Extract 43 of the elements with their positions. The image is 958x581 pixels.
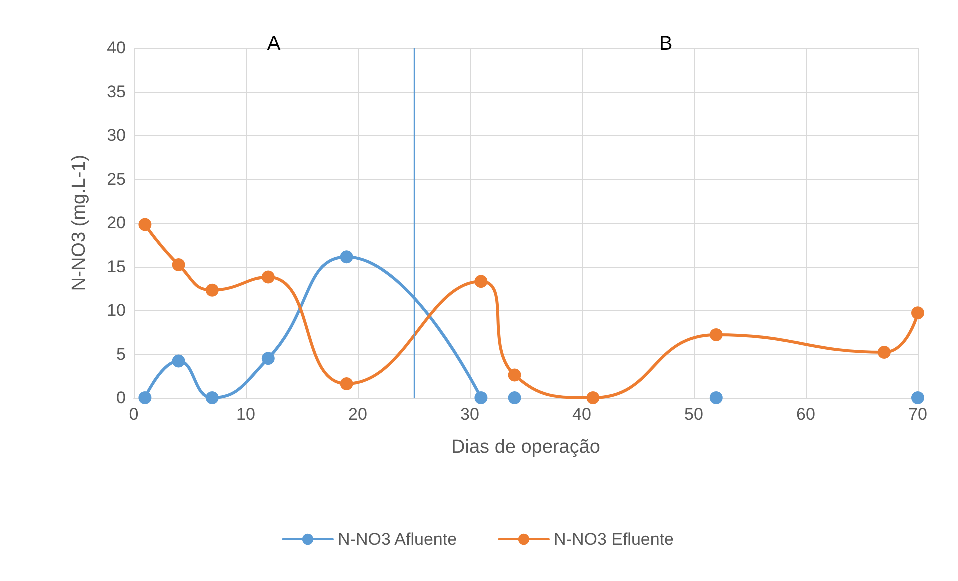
point [474, 392, 488, 404]
y-tick-label: 25 [107, 170, 126, 189]
x-tick-label: 10 [236, 405, 256, 424]
point [340, 250, 354, 264]
x-tick-label: 70 [908, 405, 928, 424]
point [172, 258, 186, 272]
point [172, 354, 186, 368]
point [138, 392, 152, 404]
y-tick-label: 15 [107, 257, 126, 276]
point [586, 392, 600, 404]
x-tick-label: 50 [684, 405, 704, 424]
point [474, 275, 488, 288]
legend-label: N-NO3 Afluente [338, 530, 458, 549]
y-tick-label: 30 [107, 126, 126, 145]
point [508, 368, 522, 382]
point [262, 352, 275, 366]
point [138, 218, 152, 232]
point [878, 346, 891, 359]
point [912, 392, 924, 404]
annotation: B [659, 33, 673, 55]
legend-label: N-NO3 Efluente [554, 530, 674, 549]
y-tick-label: 40 [107, 38, 126, 58]
point [340, 378, 354, 390]
y-tick-label: 20 [107, 214, 126, 232]
point [710, 392, 723, 404]
y-axis-title: N-NO3 (mg.L-1) [69, 154, 90, 292]
x-tick-label: 0 [129, 405, 139, 424]
x-tick-label: 60 [796, 405, 816, 424]
x-tick-label: 30 [460, 405, 480, 424]
x-tick-label: 20 [348, 405, 368, 424]
y-tick-label: 0 [116, 388, 126, 408]
point [710, 328, 723, 342]
point [508, 392, 522, 404]
point [206, 284, 219, 297]
annotation: A [267, 33, 282, 55]
point [912, 306, 924, 320]
x-axis-title: Dias de operação [452, 437, 600, 458]
x-tick-label: 40 [572, 405, 592, 424]
y-tick-label: 10 [107, 301, 126, 320]
y-tick-label: 5 [116, 344, 126, 364]
y-tick-label: 35 [107, 82, 126, 102]
point [262, 270, 275, 284]
point [206, 392, 219, 404]
